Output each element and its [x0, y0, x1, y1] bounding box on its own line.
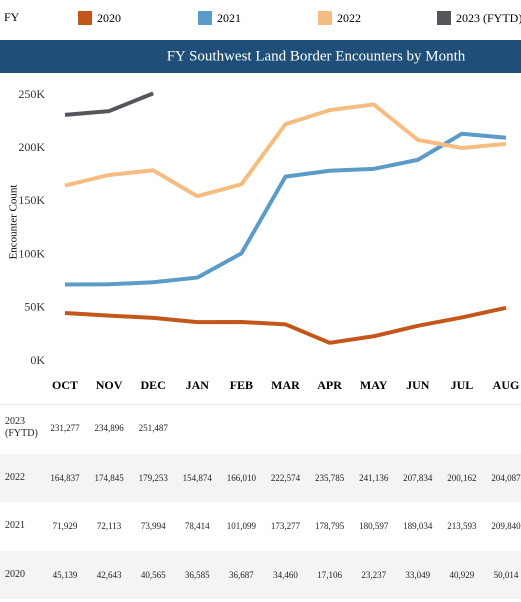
row-header: 2020 [5, 569, 25, 580]
table-cell: 207,834 [403, 473, 433, 483]
table-cell: 45,139 [52, 570, 78, 580]
table-cell: 17,106 [317, 570, 342, 580]
table-cell: 235,785 [314, 473, 345, 483]
table-cell: 251,487 [138, 423, 168, 433]
table-cell: 42,643 [96, 570, 122, 580]
x-tick-label: MAR [271, 378, 300, 392]
table-cell: 234,896 [94, 423, 124, 433]
table-cell: 154,874 [182, 473, 212, 483]
legend-label: 2020 [97, 11, 121, 25]
series-line [64, 102, 507, 199]
table-cell: 178,795 [314, 521, 345, 531]
x-tick-label: JAN [186, 378, 210, 392]
table-cell: 73,994 [140, 521, 166, 531]
chart: FY FY Southwest Land Border Encounters b… [0, 10, 521, 405]
table-cell: 164,837 [50, 473, 80, 483]
table-cell: 34,460 [273, 570, 298, 580]
table-cell: 23,237 [361, 570, 387, 580]
table-cell: 71,929 [52, 521, 78, 531]
x-tick-label: OCT [52, 378, 78, 392]
y-tick-label: 0K [30, 353, 45, 367]
chart-title: FY Southwest Land Border Encounters by M… [167, 48, 466, 64]
table-cell: 241,136 [359, 473, 389, 483]
y-tick-label: 200K [18, 140, 45, 154]
y-tick-label: 100K [18, 246, 45, 260]
legend-swatch [198, 11, 212, 25]
table-cell: 40,565 [140, 570, 166, 580]
legend-title: FY [4, 10, 20, 24]
series-line [64, 131, 507, 287]
legend-label: 2022 [337, 11, 361, 25]
table-cell: 189,034 [403, 521, 433, 531]
title-bar [0, 40, 521, 73]
table-cell: 36,687 [229, 570, 254, 580]
table-cell: 222,574 [270, 473, 301, 483]
table-cell: 204,087 [491, 473, 521, 483]
x-tick-label: MAY [360, 378, 388, 392]
x-tick-label: DEC [141, 378, 166, 392]
row-header: 2021 [5, 520, 25, 531]
x-tick-label: JUN [406, 378, 430, 392]
y-tick-label: 50K [24, 300, 45, 314]
x-tick-label: AUG [493, 378, 520, 392]
table-cell: 50,014 [493, 570, 519, 580]
table-cell: 209,840 [491, 521, 521, 531]
table-cell: 166,010 [226, 473, 257, 483]
series-line [64, 91, 154, 117]
table-cell: 33,049 [405, 570, 431, 580]
legend-swatch [78, 11, 92, 25]
table-cell: 231,277 [50, 423, 80, 433]
table-cell: 179,253 [138, 473, 168, 483]
table-cell: 101,099 [226, 521, 257, 531]
table-row-bg [0, 454, 521, 502]
table-cell: 72,113 [96, 521, 122, 531]
y-axis-label: Encounter Count [8, 185, 20, 260]
y-tick-label: 150K [18, 193, 45, 207]
x-tick-label: JUL [451, 378, 474, 392]
table-cell: 40,929 [449, 570, 475, 580]
x-tick-label: NOV [96, 378, 123, 392]
table-cell: 36,585 [184, 570, 210, 580]
table-cell: 180,597 [359, 521, 389, 531]
x-tick-label: FEB [230, 378, 253, 392]
legend-swatch [318, 11, 332, 25]
table-cell: 78,414 [184, 521, 210, 531]
x-tick-label: APR [317, 378, 342, 392]
table-cell: 213,593 [447, 521, 477, 531]
legend-swatch [437, 11, 451, 25]
row-header: 2023 (FYTD) [5, 416, 38, 439]
series-line [64, 305, 507, 345]
row-header: 2022 [5, 472, 25, 483]
table-cell: 200,162 [447, 473, 477, 483]
legend-label: 2021 [217, 11, 241, 25]
table-cell: 174,845 [94, 473, 124, 483]
table-cell: 173,277 [270, 521, 301, 531]
y-tick-label: 250K [18, 87, 45, 101]
table-row-bg [0, 551, 521, 599]
legend-label: 2023 (FYTD) [456, 11, 521, 25]
